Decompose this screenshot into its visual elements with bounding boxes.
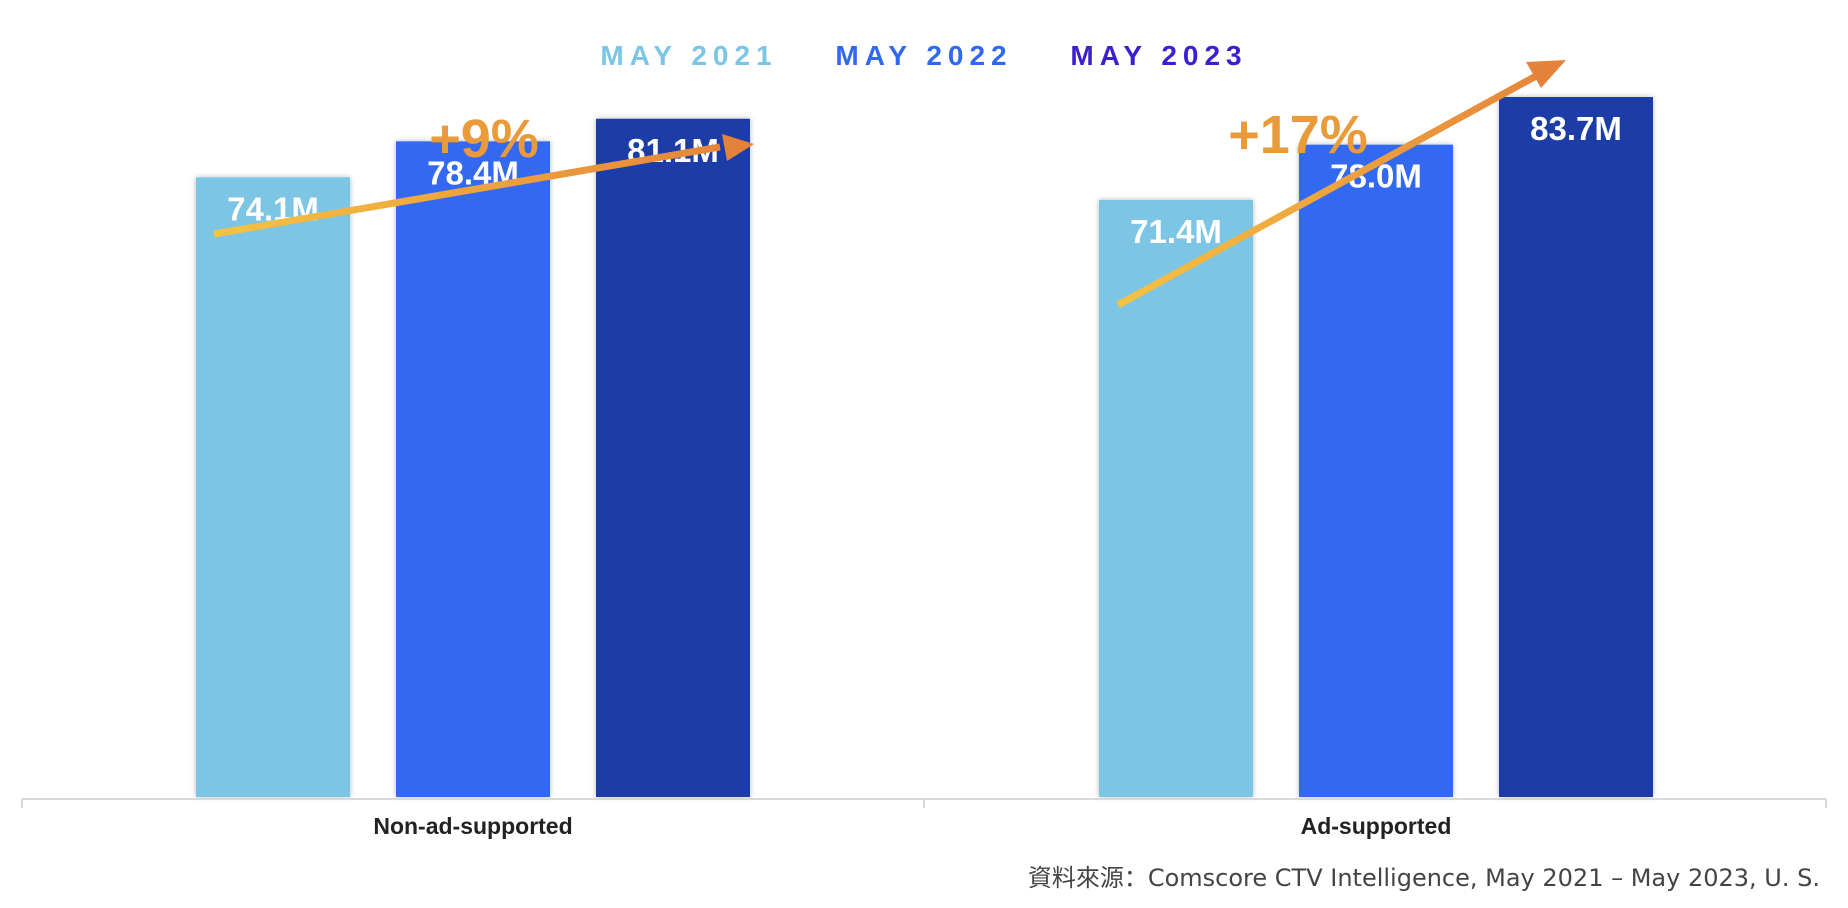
bar	[1499, 97, 1653, 798]
growth-arrow-head	[722, 134, 754, 161]
source-note: 資料來源：Comscore CTV Intelligence, May 2021…	[1027, 864, 1820, 892]
bar	[596, 118, 750, 798]
bar	[1099, 199, 1253, 798]
legend-item-may-2022: MAY 2022	[835, 40, 1013, 71]
growth-arrow-head	[1526, 60, 1566, 88]
bar	[1299, 144, 1453, 797]
category-label: Non-ad-supported	[373, 813, 572, 839]
growth-arrow-line	[213, 143, 721, 238]
bar-value-label: 83.7M	[1530, 110, 1622, 147]
bar	[396, 141, 550, 797]
bar-value-label: 71.4M	[1130, 213, 1222, 250]
bar	[196, 177, 350, 798]
growth-label: +17%	[1228, 105, 1368, 165]
growth-arrows: +9% +17%	[213, 60, 1566, 309]
legend-item-may-2023: MAY 2023	[1070, 40, 1248, 71]
category-label: Ad-supported	[1301, 813, 1452, 839]
growth-label: +9%	[429, 109, 539, 169]
growth-arrow-line	[1116, 72, 1538, 309]
chart-legend: MAY 2021 MAY 2022 MAY 2023	[0, 40, 1848, 72]
legend-item-may-2021: MAY 2021	[600, 40, 778, 71]
x-axis: Non-ad-supported Ad-supported	[21, 798, 1827, 839]
